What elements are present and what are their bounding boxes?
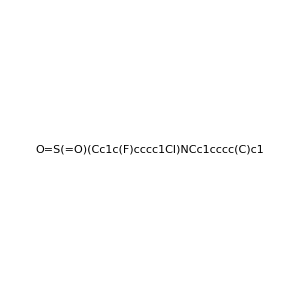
Text: O=S(=O)(Cc1c(F)cccc1Cl)NCc1cccc(C)c1: O=S(=O)(Cc1c(F)cccc1Cl)NCc1cccc(C)c1 bbox=[36, 145, 264, 155]
